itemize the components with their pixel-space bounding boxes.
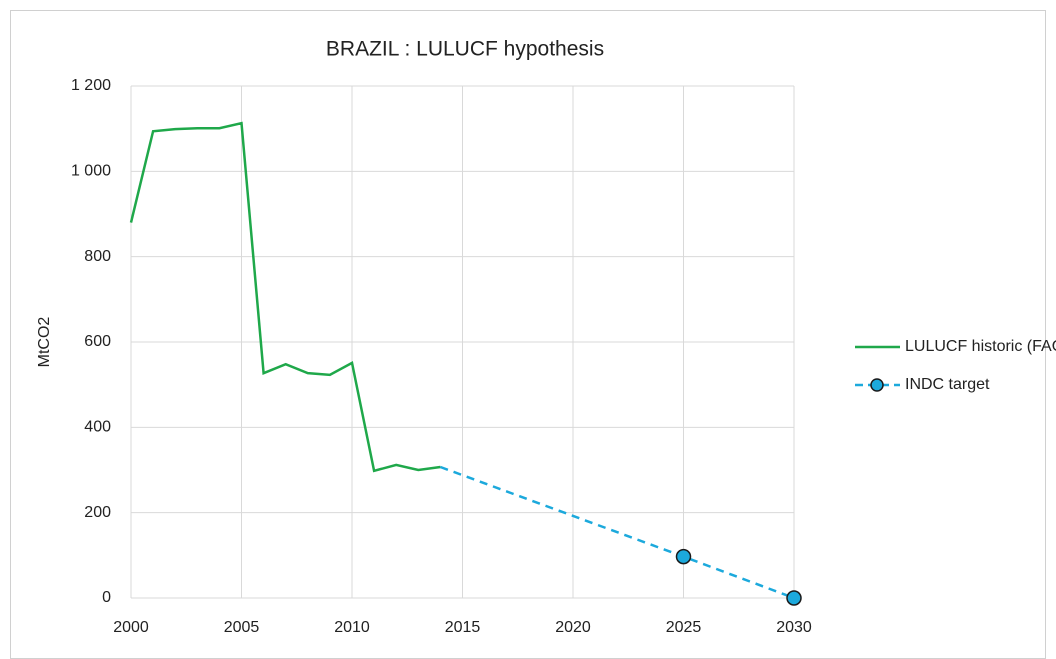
y-tick-label: 1 000 [71, 163, 111, 180]
x-tick-label: 2030 [776, 619, 812, 636]
series-line [129, 121, 441, 473]
y-tick-label: 800 [84, 248, 111, 265]
x-tick-label: 2015 [445, 619, 481, 636]
legend-marker [870, 378, 884, 392]
data-point [675, 548, 692, 565]
y-axis-label: MtCO2 [36, 317, 53, 368]
x-tick-label: 2000 [113, 619, 149, 636]
y-tick-label: 200 [84, 504, 111, 521]
legend-label: INDC target [905, 376, 990, 393]
data-point [786, 590, 802, 606]
chart-title: BRAZIL : LULUCF hypothesis [326, 38, 604, 61]
chart-frame [10, 10, 1046, 659]
legend-label: LULUCF historic (FAO) [905, 338, 1056, 355]
y-tick-label: 1 200 [71, 77, 111, 94]
x-tick-label: 2005 [224, 619, 260, 636]
y-tick-label: 600 [84, 333, 111, 350]
x-tick-label: 2025 [666, 619, 702, 636]
y-tick-label: 0 [102, 589, 111, 606]
x-tick-label: 2020 [555, 619, 591, 636]
y-tick-label: 400 [84, 419, 111, 436]
x-tick-label: 2010 [334, 619, 370, 636]
